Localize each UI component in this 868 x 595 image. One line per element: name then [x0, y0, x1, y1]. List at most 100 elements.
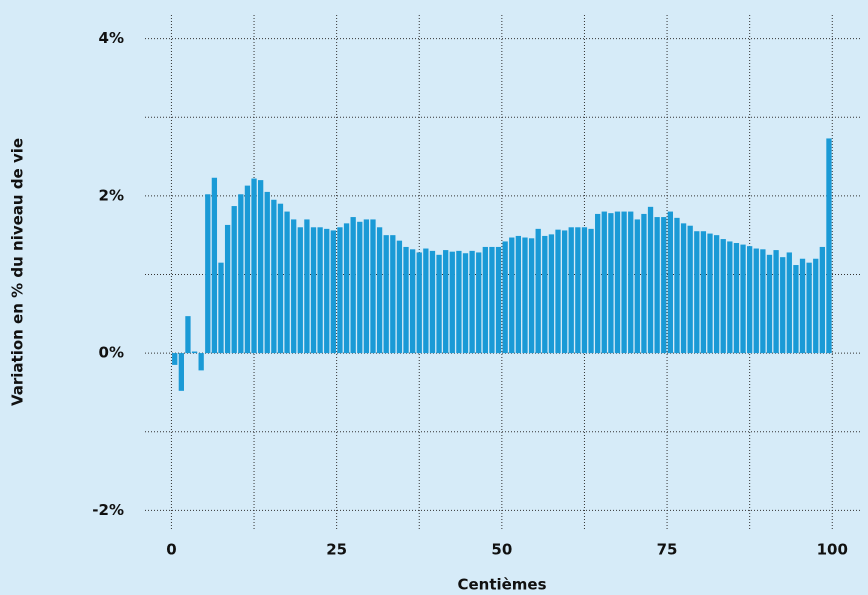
bar [429, 250, 436, 354]
bar [654, 217, 660, 354]
bar [694, 231, 700, 354]
bar [357, 221, 363, 354]
bar [258, 180, 264, 354]
bar [284, 211, 290, 354]
bar [713, 235, 720, 354]
bar [231, 206, 237, 354]
bar [476, 252, 482, 354]
bar [661, 217, 667, 354]
bar [244, 185, 251, 354]
bar [205, 194, 211, 354]
bar [456, 250, 462, 354]
bar [264, 191, 270, 354]
bar [595, 213, 601, 354]
bar [799, 258, 806, 354]
bar [482, 246, 488, 354]
bar [409, 249, 416, 354]
bar [528, 238, 535, 354]
bar [766, 254, 773, 354]
bar [575, 227, 581, 354]
bar [178, 353, 184, 391]
y-tick-label: -2% [92, 501, 124, 519]
bar [522, 237, 528, 354]
bar [509, 237, 515, 354]
y-tick-label: 4% [99, 29, 124, 47]
bar [601, 211, 607, 354]
bar [674, 217, 680, 354]
bar [191, 351, 198, 354]
bar [304, 219, 310, 354]
bar [780, 257, 786, 354]
bar [667, 211, 674, 354]
bar [396, 240, 403, 354]
bar [251, 178, 257, 354]
bar [581, 227, 588, 354]
bar [727, 241, 733, 354]
bar [218, 262, 224, 354]
bar [826, 138, 832, 354]
bar [614, 211, 621, 354]
bar [449, 251, 455, 354]
x-tick-label: 50 [491, 541, 512, 559]
bar [793, 265, 799, 354]
bar [330, 230, 336, 354]
bar [350, 217, 356, 354]
bar [700, 231, 707, 354]
y-tick-label: 2% [99, 186, 124, 204]
bar [760, 249, 766, 354]
bar [224, 224, 231, 354]
bar [291, 219, 297, 354]
bar [680, 223, 687, 354]
bar [502, 241, 508, 354]
bar [317, 227, 323, 354]
bar [548, 234, 555, 354]
bar [608, 213, 614, 354]
x-tick-label: 0 [166, 541, 176, 559]
y-axis-title: Variation en % du niveau de vie [9, 138, 27, 406]
bar [747, 246, 753, 354]
bar [489, 246, 495, 354]
bar [568, 227, 574, 354]
bar [542, 235, 548, 354]
bar [390, 235, 396, 354]
x-tick-label: 75 [657, 541, 678, 559]
bar [238, 194, 244, 354]
bar [436, 254, 442, 354]
bar [733, 243, 740, 354]
bar [819, 246, 825, 354]
bar [740, 244, 746, 354]
bar [423, 248, 429, 354]
bar [416, 252, 422, 354]
x-tick-label: 25 [326, 541, 347, 559]
bar [462, 253, 469, 354]
bar [376, 227, 383, 354]
bar [310, 227, 317, 354]
bar [555, 229, 561, 354]
bar [753, 248, 759, 354]
bar [806, 262, 812, 354]
bar [383, 235, 389, 354]
bar [628, 211, 634, 354]
bar [495, 246, 502, 354]
x-axis-title: Centièmes [457, 576, 546, 594]
bar [535, 228, 541, 354]
bar [277, 203, 284, 354]
bar [363, 219, 370, 354]
bar [297, 227, 303, 354]
bar [370, 219, 376, 354]
y-tick-label: 0% [99, 344, 124, 362]
bar [185, 316, 191, 354]
bar [403, 246, 409, 354]
bar [647, 206, 654, 354]
bar [707, 233, 713, 354]
bar [773, 250, 779, 354]
bar [634, 219, 640, 354]
bar [687, 225, 693, 354]
bar [443, 250, 449, 354]
bar [469, 250, 475, 354]
bar [813, 258, 819, 354]
x-tick-label: 100 [817, 541, 848, 559]
bar [324, 228, 330, 354]
bar [641, 213, 647, 354]
